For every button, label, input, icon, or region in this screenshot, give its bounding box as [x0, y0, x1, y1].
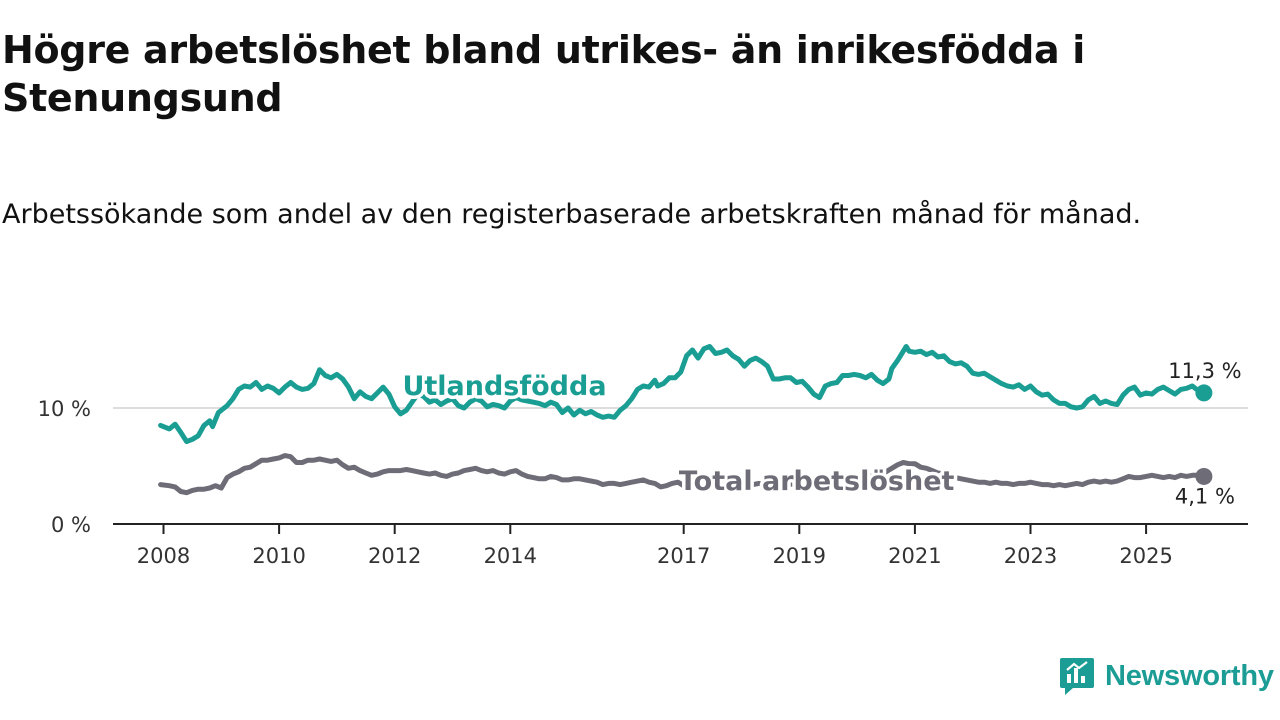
x-tick-label: 2017: [657, 544, 710, 568]
x-tick-label: 2012: [368, 544, 421, 568]
newsworthy-logo-icon: [1060, 658, 1094, 695]
page-title: Högre arbetslöshet bland utrikes- än inr…: [2, 28, 1085, 120]
x-tick-label: 2019: [773, 544, 826, 568]
y-tick-label: 10 %: [38, 397, 91, 421]
x-tick-label: 2010: [252, 544, 305, 568]
x-tick-label: 2008: [137, 544, 190, 568]
series-lines: [158, 344, 1213, 496]
chart-labels: 11,3 % 4,1 % Utlandsfödda Total arbetslöshe…: [399, 359, 1242, 509]
axes: 0 % 10 % 2008 2010 2012 2014 2017 2019 2021 2023 2…: [38, 397, 1248, 568]
x-tick-label: 2025: [1119, 544, 1172, 568]
series-end-point: [1195, 467, 1213, 485]
series-label-total: Total arbetslöshet: [679, 466, 955, 497]
x-tick-label: 2014: [484, 544, 537, 568]
series-line-utlandsfodda: [158, 344, 1207, 445]
line-chart: 0 % 10 % 2008 2010 2012 2014 2017 2019 2021 2023 2…: [38, 344, 1248, 568]
x-tick-label: 2021: [888, 544, 941, 568]
y-tick-label: 0 %: [51, 513, 91, 537]
page-subtitle: Arbetssökande som andel av den registerb…: [2, 199, 1142, 230]
series-label-utlandsfodda: Utlandsfödda: [402, 371, 606, 402]
x-tick-label: 2023: [1004, 544, 1057, 568]
end-value-label: 4,1 %: [1175, 484, 1235, 508]
series-line-total: [158, 453, 1207, 496]
brand-name: Newsworthy: [1105, 659, 1274, 692]
end-value-label: 11,3 %: [1168, 359, 1241, 383]
series-end-point: [1195, 384, 1213, 402]
newsworthy-logo: Newsworthy: [1059, 655, 1274, 697]
